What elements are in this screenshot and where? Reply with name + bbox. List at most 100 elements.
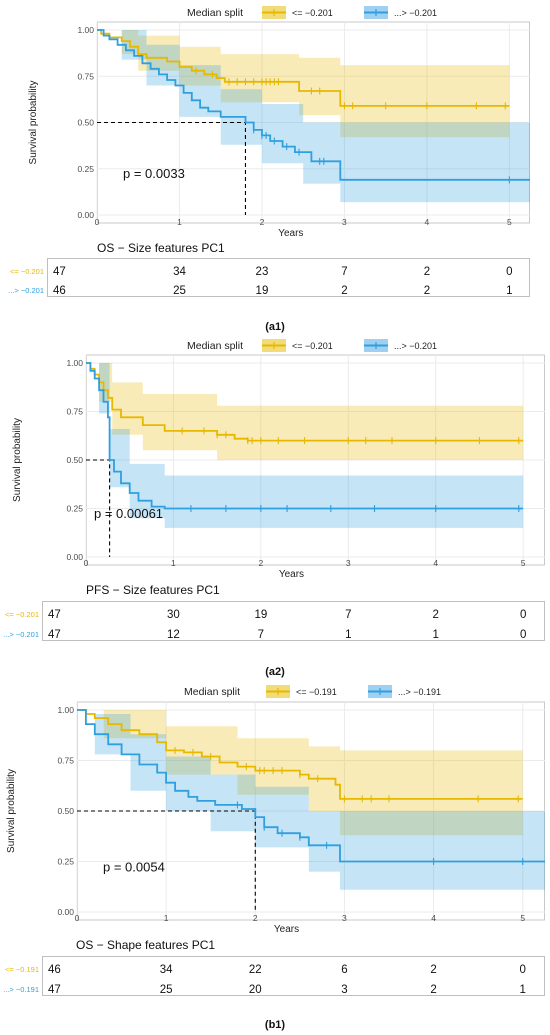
x-tick-label: 5: [507, 217, 512, 227]
risk-cell: 0: [520, 609, 526, 621]
risk-cell: 2: [430, 984, 436, 996]
legend-entry-low: <= −0.191: [296, 687, 337, 697]
risk-cell: 2: [430, 964, 436, 976]
y-tick-label: 0.25: [57, 857, 74, 867]
risk-cell: 2: [433, 609, 439, 621]
p-value: p = 0.0033: [123, 166, 185, 181]
legend: Median split <= −0.201 ...> −0.201: [187, 339, 437, 352]
risk-cell: 19: [254, 609, 267, 621]
risk-table-frame: [42, 956, 545, 996]
risk-cell: 47: [48, 984, 61, 996]
km-panel-a1: Median split <= −0.201 ...> −0.201 p = 0.00…: [8, 6, 530, 333]
p-value: p = 0.0054: [103, 860, 165, 875]
risk-cell: 46: [48, 964, 61, 976]
y-tick-label: 0.00: [66, 552, 83, 562]
risk-cell: 2: [424, 266, 430, 278]
x-tick-label: 4: [433, 558, 438, 568]
y-tick-label: 0.25: [66, 504, 83, 514]
x-axis-label: Years: [279, 569, 304, 580]
risk-row-label: <= −0.201: [10, 267, 44, 276]
risk-cell: 1: [345, 629, 351, 641]
risk-row-label: <= −0.201: [5, 610, 39, 619]
x-tick-label: 3: [346, 558, 351, 568]
risk-cell: 47: [48, 609, 61, 621]
risk-row-label: ...> −0.201: [8, 286, 44, 295]
legend-title: Median split: [187, 340, 243, 352]
risk-cell: 19: [256, 285, 269, 297]
x-tick-label: 0: [75, 913, 80, 923]
y-tick-label: 0.50: [77, 118, 94, 128]
y-axis-label: Survival probability: [6, 769, 17, 853]
x-tick-label: 1: [171, 558, 176, 568]
x-axis-label: Years: [274, 924, 299, 935]
x-tick-label: 5: [520, 913, 525, 923]
ci-band-high: [77, 710, 545, 890]
risk-cell: 30: [167, 609, 180, 621]
risk-cell: 25: [160, 984, 173, 996]
x-tick-label: 2: [253, 913, 258, 923]
risk-cell: 1: [433, 629, 439, 641]
legend-entry-high: ...> −0.201: [394, 8, 437, 18]
legend-entry-low: <= −0.201: [292, 341, 333, 351]
risk-table-frame: [47, 258, 530, 297]
y-tick-label: 0.00: [57, 907, 74, 917]
y-tick-label: 0.75: [66, 407, 83, 417]
x-tick-label: 0: [84, 558, 89, 568]
y-axis-label: Survival probability: [28, 81, 39, 165]
risk-cell: 0: [506, 266, 512, 278]
survival-curve-high: [86, 362, 524, 510]
y-tick-label: 0.25: [77, 164, 94, 174]
risk-row-label: ...> −0.201: [3, 630, 39, 639]
legend-entry-high: ...> −0.201: [394, 341, 437, 351]
risk-cell: 20: [249, 984, 262, 996]
y-tick-label: 0.00: [77, 210, 94, 220]
risk-cell: 46: [53, 285, 66, 297]
x-tick-label: 2: [258, 558, 263, 568]
km-panel-a2: Median split <= −0.201 ...> −0.201 p = 0.00…: [3, 339, 545, 678]
risk-cell: 7: [341, 266, 347, 278]
risk-cell: 47: [48, 629, 61, 641]
risk-table-frame: [42, 601, 545, 641]
y-tick-label: 1.00: [57, 705, 74, 715]
risk-cell: 3: [341, 984, 347, 996]
risk-cell: 12: [167, 629, 180, 641]
risk-cell: 34: [160, 964, 173, 976]
x-axis-label: Years: [278, 228, 303, 239]
figure-caption: (b1): [265, 1019, 286, 1031]
x-tick-label: 1: [164, 913, 169, 923]
risk-row-label: <= −0.191: [5, 965, 39, 974]
y-tick-label: 0.50: [57, 806, 74, 816]
risk-table-title: OS − Shape features PC1: [76, 938, 215, 952]
ci-band-low: [97, 30, 510, 138]
x-tick-label: 4: [425, 217, 430, 227]
y-tick-label: 1.00: [66, 358, 83, 368]
x-tick-label: 3: [342, 913, 347, 923]
x-tick-label: 2: [260, 217, 265, 227]
risk-cell: 2: [341, 285, 347, 297]
figure-caption: (a1): [265, 321, 285, 333]
x-tick-label: 1: [177, 217, 182, 227]
km-panel-b1: Median split <= −0.191 ...> −0.191 p = 0.00…: [3, 685, 545, 1031]
x-tick-label: 4: [431, 913, 436, 923]
x-tick-label: 5: [521, 558, 526, 568]
risk-cell: 47: [53, 266, 66, 278]
p-value: p = 0.00061: [94, 506, 163, 521]
x-tick-label: 0: [95, 217, 100, 227]
risk-cell: 0: [520, 964, 526, 976]
figure-caption: (a2): [265, 666, 285, 678]
risk-cell: 34: [173, 266, 186, 278]
risk-cell: 7: [345, 609, 351, 621]
ci-band-high: [97, 30, 530, 203]
legend: Median split <= −0.191 ...> −0.191: [184, 685, 441, 698]
risk-cell: 1: [506, 285, 512, 297]
survival-curve-low: [97, 29, 510, 107]
y-tick-label: 0.75: [77, 71, 94, 81]
y-axis-label: Survival probability: [12, 418, 23, 502]
ci-band-high: [86, 363, 524, 528]
legend-title: Median split: [184, 686, 240, 698]
survival-curve-high: [77, 709, 545, 863]
risk-cell: 23: [256, 266, 269, 278]
risk-row-label: ...> −0.191: [3, 985, 39, 994]
risk-table-title: OS − Size features PC1: [97, 241, 225, 255]
